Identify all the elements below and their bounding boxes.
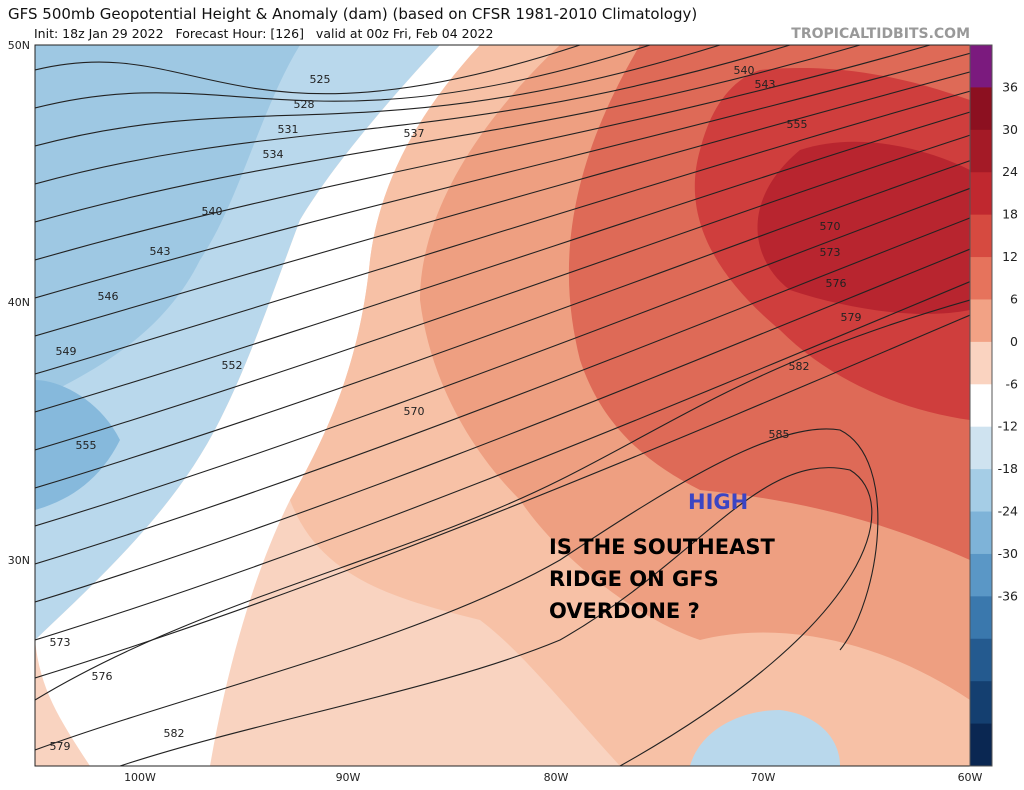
contour-line [35, 280, 970, 641]
contour-line [119, 467, 873, 766]
contour-label: 528 [294, 98, 315, 111]
lon-label: 60W [958, 771, 983, 784]
colorbar-swatch [970, 681, 992, 725]
contour-line [35, 428, 879, 751]
colorbar-tick-label: 24 [1002, 164, 1018, 179]
colorbar-frame [969, 44, 993, 767]
lon-label: 90W [336, 771, 361, 784]
contour-label: 552 [222, 359, 243, 372]
contour-label: 555 [787, 118, 808, 131]
colorbar-tick-label: 30 [1002, 122, 1018, 137]
contour-label: 555 [76, 439, 97, 452]
contour-line [35, 71, 970, 337]
contour-label: 546 [98, 290, 119, 303]
contour-line [35, 52, 970, 299]
contour-line [35, 248, 970, 603]
colorbar-swatch [970, 341, 992, 385]
colorbar-tick-label: 6 [1010, 291, 1018, 306]
lon-label: 70W [751, 771, 776, 784]
colorbar-swatch [970, 45, 992, 88]
contour-line [35, 160, 970, 489]
lat-label: 30N [8, 554, 30, 567]
colorbar-tick-label: -30 [998, 546, 1018, 561]
contour-label: 573 [820, 246, 841, 259]
contour-label: 576 [826, 277, 847, 290]
lon-label: 100W [124, 771, 156, 784]
contour-line [35, 45, 861, 223]
annotation-line: IS THE SOUTHEAST [549, 535, 775, 559]
contour-line [35, 187, 970, 527]
high-label: HIGH [688, 490, 748, 514]
contour-line [35, 45, 931, 261]
colorbar-tick-label: 36 [1002, 79, 1018, 94]
source: TROPICALTIDBITS.COM [791, 26, 970, 42]
colorbar-tick-label: 0 [1010, 334, 1018, 349]
colorbar-swatch [970, 723, 992, 767]
map [35, 45, 970, 766]
colorbar-swatch [970, 214, 992, 258]
colorbar-tick-label: -12 [998, 419, 1018, 434]
contour-label: 585 [769, 428, 790, 441]
colorbar-swatch [970, 172, 992, 216]
contour-label: 570 [404, 405, 425, 418]
colorbar-swatch [970, 257, 992, 300]
contour-label: 531 [278, 123, 299, 136]
colorbar-swatch [970, 553, 992, 597]
colorbar-tick-label: -6 [1006, 376, 1019, 391]
contour-line [35, 217, 970, 565]
contour-label: 549 [56, 345, 77, 358]
subtitle: Init: 18z Jan 29 2022 Forecast Hour: [12… [34, 26, 493, 41]
contour-line [35, 45, 581, 95]
colorbar-swatch [970, 511, 992, 555]
contour-label: 579 [841, 311, 862, 324]
colorbar-tick-label: -24 [998, 504, 1018, 519]
contour-label: 525 [310, 73, 331, 86]
colorbar-swatch [970, 384, 992, 428]
colorbar-swatch [970, 129, 992, 173]
lat-label: 50N [8, 39, 30, 52]
colorbar-tick-label: 12 [1002, 249, 1018, 264]
contour-line [35, 111, 970, 413]
annotation-line: RIDGE ON GFS [549, 567, 719, 591]
colorbar-swatch [970, 469, 992, 513]
colorbar-swatch [970, 638, 992, 682]
contour-line [35, 45, 791, 185]
contours [35, 45, 970, 766]
colorbar-swatch [970, 596, 992, 640]
contour-line [35, 90, 970, 375]
title: GFS 500mb Geopotential Height & Anomaly … [8, 5, 697, 23]
colorbar: 36 30 24 18 12 6 0 -6 -12 -18 -24 -30 -36 [969, 44, 1019, 767]
contour-line [35, 45, 651, 109]
contour-line [35, 45, 721, 147]
contour-label: 582 [164, 727, 185, 740]
contour-line [35, 314, 970, 679]
colorbar-swatch [970, 87, 992, 131]
contour-label: 582 [789, 360, 810, 373]
lon-label: 80W [544, 771, 569, 784]
contour-label: 576 [92, 670, 113, 683]
annotation: IS THE SOUTHEAST RIDGE ON GFS OVERDONE ? [549, 535, 775, 623]
colorbar-swatch [970, 426, 992, 470]
contour-label: 540 [734, 64, 755, 77]
contour-label: 570 [820, 220, 841, 233]
contour-label: 579 [50, 740, 71, 753]
contour-label: 573 [50, 636, 71, 649]
annotation-line: OVERDONE ? [549, 599, 700, 623]
colorbar-tick-label: -36 [998, 588, 1018, 603]
colorbar-swatch [970, 299, 992, 343]
contour-label: 543 [150, 245, 171, 258]
contour-label: 534 [263, 148, 284, 161]
contour-label: 537 [404, 127, 425, 140]
contour-label: 543 [755, 78, 776, 91]
contour-line [35, 299, 970, 701]
colorbar-tick-label: 18 [1002, 207, 1018, 222]
contour-label: 540 [202, 205, 223, 218]
colorbar-tick-label: -18 [998, 461, 1018, 476]
lat-label: 40N [8, 296, 30, 309]
contour-line [35, 134, 970, 451]
